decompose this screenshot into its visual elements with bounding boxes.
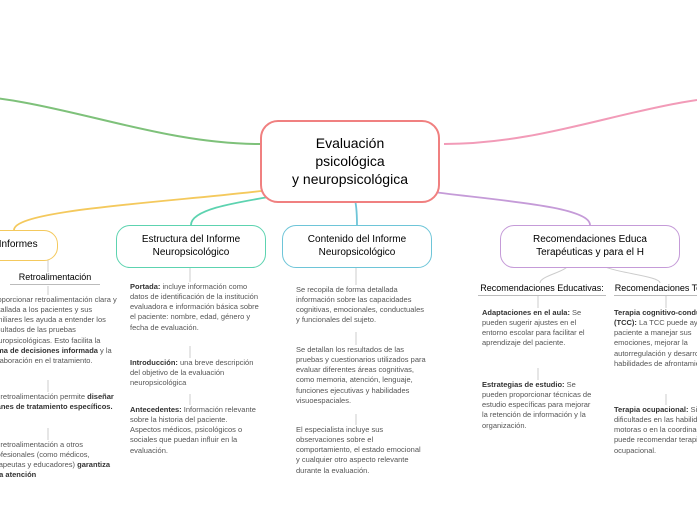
leaf-text: La retroalimentación a otros profesional… xyxy=(0,440,120,481)
sublabel-rec_edu: Recomendaciones Educativas: xyxy=(478,283,606,296)
branch-estructura: Estructura del InformeNeuropsicológico xyxy=(116,225,266,268)
leaf-text: La retroalimentación permite diseñar pla… xyxy=(0,392,120,412)
leaf-text: El especialista incluye sus observacione… xyxy=(296,425,426,476)
leaf-text: Adaptaciones en el aula: Se pueden suger… xyxy=(482,308,597,349)
root-title-line1: Evaluación psicológica xyxy=(286,134,414,170)
leaf-text: Proporcionar retroalimentación clara y d… xyxy=(0,295,120,366)
root-title-line2: y neuropsicológica xyxy=(286,170,414,188)
leaf-text: Se detallan los resultados de las prueba… xyxy=(296,345,426,406)
leaf-text: Antecedentes: Información relevante sobr… xyxy=(130,405,260,456)
sublabel-rec_ter: Recomendaciones Terapéutic xyxy=(614,283,697,296)
leaf-text: Se recopila de forma detallada informaci… xyxy=(296,285,426,326)
branch-informes: e Informes xyxy=(0,230,58,261)
branch-recomend: Recomendaciones EducaTerapéuticas y para… xyxy=(500,225,680,268)
leaf-text: Portada: incluye información como datos … xyxy=(130,282,260,333)
root-node: Evaluación psicológica y neuropsicológic… xyxy=(260,120,440,203)
leaf-text: Terapia cognitivo-conductual (TCC): La T… xyxy=(614,308,697,369)
sublabel-retro: Retroalimentación xyxy=(10,272,100,285)
leaf-text: Introducción: una breve descripción del … xyxy=(130,358,260,388)
branch-contenido: Contenido del InformeNeuropsicológico xyxy=(282,225,432,268)
leaf-text: Terapia ocupacional: Si hay dificultades… xyxy=(614,405,697,456)
leaf-text: Estrategias de estudio: Se pueden propor… xyxy=(482,380,597,431)
